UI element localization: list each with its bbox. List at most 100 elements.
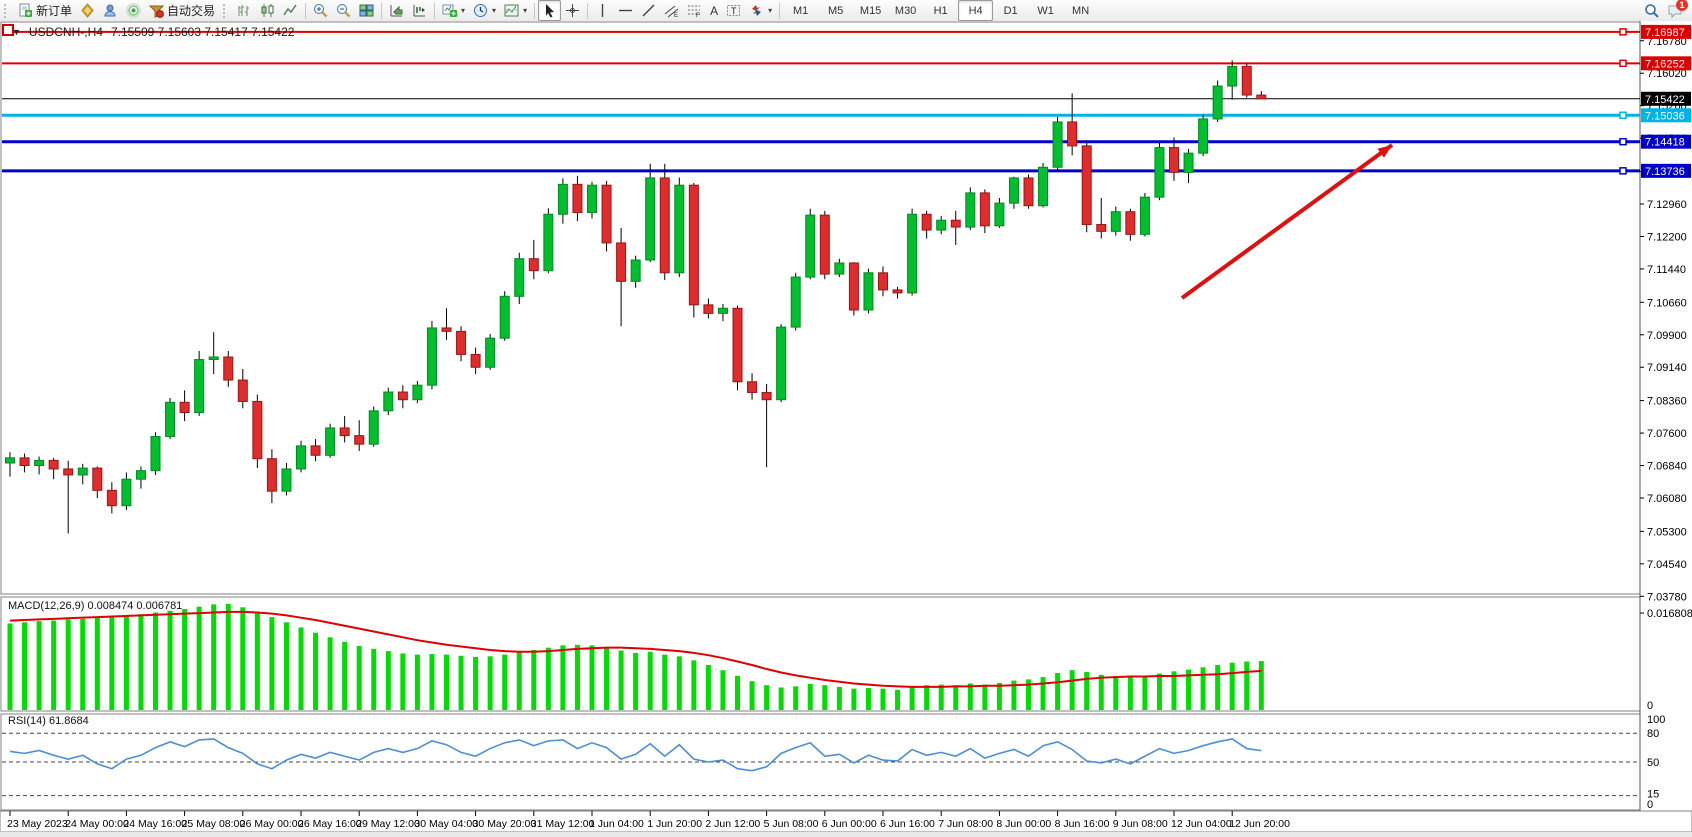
- rsi-line: [9, 738, 1262, 772]
- tf-button-m1[interactable]: M1: [792, 4, 809, 17]
- main-pane[interactable]: [0, 21, 1641, 595]
- zoom-in-button[interactable]: [309, 0, 332, 21]
- macd-histogram-bar: [298, 627, 304, 710]
- rsi-indicator-label: RSI(14) 61.8684: [8, 715, 89, 727]
- line-handle[interactable]: [1619, 167, 1627, 175]
- search-icon[interactable]: [1644, 3, 1659, 18]
- rsi-axis-label: 100: [1647, 714, 1665, 726]
- macd-histogram-bar: [429, 654, 435, 710]
- chart-shift-button[interactable]: [408, 0, 431, 21]
- trend-arrow-line[interactable]: [1180, 143, 1394, 300]
- svg-text:T: T: [731, 6, 737, 16]
- candle-bullish: [514, 258, 525, 297]
- crosshair-button[interactable]: [561, 0, 584, 21]
- gold-seal-button[interactable]: [76, 0, 99, 21]
- time-tick-label: 30 May 20:00: [473, 818, 537, 830]
- new-order-button[interactable]: 新订单: [14, 0, 76, 21]
- time-tick-label: 2 Jun 12:00: [705, 818, 760, 830]
- time-tick-label: 29 May 12:00: [356, 818, 420, 830]
- candle-bullish: [383, 391, 394, 412]
- chart-window[interactable]: 7.167807.160207.152607.145007.137207.129…: [0, 21, 1692, 837]
- candle-bullish: [34, 459, 45, 467]
- price-tag: [1641, 163, 1691, 178]
- ohlc-bars-button[interactable]: [233, 0, 256, 21]
- cursor-button[interactable]: [538, 0, 562, 21]
- signals-button[interactable]: [122, 0, 145, 21]
- symbol-dropdown-icon[interactable]: ▼: [12, 27, 21, 37]
- signals-icon: [126, 3, 141, 18]
- text-tool-button[interactable]: A: [706, 0, 722, 21]
- price-tick-label: 7.06840: [1647, 461, 1687, 473]
- fibonacci-button[interactable]: F: [683, 0, 706, 21]
- line-chart-icon: [283, 3, 298, 18]
- trendline-button[interactable]: [637, 0, 660, 21]
- macd-histogram-bar: [633, 652, 639, 710]
- tf-button-m15[interactable]: M15: [859, 4, 882, 17]
- line-handle[interactable]: [1619, 59, 1627, 68]
- line-handle[interactable]: [1619, 28, 1627, 36]
- line-chart-button[interactable]: [279, 0, 302, 21]
- vertical-line-icon: [595, 3, 610, 18]
- candle-bullish: [485, 337, 496, 368]
- candle-bullish: [936, 219, 947, 231]
- notifications-icon[interactable]: 1: [1667, 0, 1688, 19]
- tf-button-mn[interactable]: MN: [1072, 4, 1090, 17]
- crosshair-icon: [565, 3, 580, 18]
- tf-button-m30[interactable]: M30: [894, 4, 917, 17]
- macd-histogram-bar: [342, 641, 348, 710]
- zoom-out-button[interactable]: [332, 0, 355, 21]
- toolbar-grip: [223, 3, 230, 18]
- candle-bearish: [979, 192, 990, 227]
- text-label-button[interactable]: T: [722, 0, 745, 21]
- tf-button-m5[interactable]: M5: [827, 4, 844, 17]
- arrows-dropdown[interactable]: ▾: [745, 0, 776, 21]
- auto-scroll-button[interactable]: [385, 0, 408, 21]
- macd-histogram-bar: [51, 620, 57, 710]
- horizontal-line-button[interactable]: [614, 0, 637, 21]
- macd-histogram-bar: [182, 609, 188, 710]
- line-handle[interactable]: [1619, 137, 1627, 146]
- line-handle[interactable]: [1619, 111, 1627, 120]
- tf-button-w1[interactable]: W1: [1037, 4, 1054, 17]
- rsi-pane[interactable]: [0, 713, 1641, 811]
- candle-bearish: [616, 242, 627, 282]
- profile-cloud-button[interactable]: [99, 0, 122, 21]
- macd-histogram-bar: [1244, 661, 1250, 710]
- candlesticks-button[interactable]: [256, 0, 279, 21]
- macd-histogram-bar: [225, 603, 231, 710]
- notification-badge: 1: [1676, 0, 1688, 11]
- macd-histogram-bar: [444, 654, 449, 710]
- macd-histogram-bar: [836, 686, 842, 710]
- macd-histogram-bar: [254, 611, 260, 710]
- templates-dropdown[interactable]: ▾: [500, 0, 531, 21]
- candle-bearish: [310, 445, 321, 456]
- macd-name: MACD(12,26,9): [8, 600, 85, 612]
- tf-button-d1[interactable]: D1: [1003, 4, 1018, 17]
- time-tick-label: 24 May 16:00: [123, 818, 187, 830]
- autotrade-button[interactable]: 自动交易: [145, 0, 219, 21]
- macd-pane[interactable]: [0, 596, 1641, 712]
- time-tick-label: 30 May 04:00: [414, 818, 478, 830]
- candle-bullish: [630, 259, 641, 282]
- channel-button[interactable]: E: [660, 0, 683, 21]
- time-tick-label: 1 Jun 20:00: [647, 818, 702, 830]
- macd-histogram-bar: [1142, 675, 1148, 710]
- tile-windows-button[interactable]: [355, 0, 378, 21]
- macd-histogram-bar: [735, 675, 740, 710]
- macd-histogram-bar: [953, 685, 959, 710]
- profile-cloud-icon: [103, 3, 118, 18]
- macd-histogram-bar: [1040, 677, 1046, 710]
- candle-bullish: [1154, 147, 1165, 198]
- vertical-line-button[interactable]: [591, 0, 614, 21]
- macd-histogram-bar: [153, 612, 158, 710]
- periods-dropdown[interactable]: ▾: [469, 0, 500, 21]
- new-chart-dropdown[interactable]: ▾: [438, 0, 469, 21]
- candle-bullish: [1052, 121, 1063, 168]
- macd-histogram-bar: [560, 645, 566, 710]
- tf-button-h4[interactable]: H4: [958, 0, 994, 21]
- trend-arrow-head[interactable]: [1377, 145, 1392, 158]
- macd-histogram-bar: [691, 660, 697, 710]
- tf-button-h1[interactable]: H1: [933, 4, 948, 17]
- chart-canvas[interactable]: 7.167807.160207.152607.145007.137207.129…: [0, 21, 1692, 837]
- macd-histogram-bar: [94, 617, 100, 710]
